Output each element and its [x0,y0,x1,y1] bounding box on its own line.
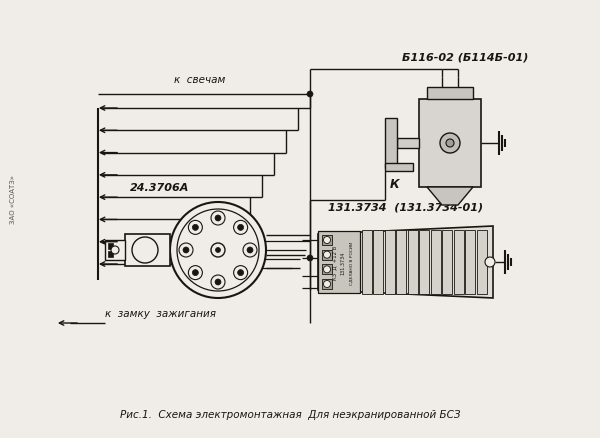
Bar [408,230,418,294]
Circle shape [323,266,331,273]
Circle shape [188,221,202,235]
Bar [454,230,464,294]
Text: Рис.1.  Схема электромонтажная  Для неэкранированной БСЗ: Рис.1. Схема электромонтажная Для неэкра… [120,409,460,419]
Bar [419,230,429,294]
Text: 131.3734  (131.3734-01): 131.3734 (131.3734-01) [328,202,483,212]
Circle shape [233,266,248,280]
Text: Б116-02 (Б114Б-01): Б116-02 (Б114Б-01) [402,52,528,62]
Bar [125,234,170,266]
Circle shape [323,281,331,288]
Text: СДЕЛАНО В РОСИИ: СДЕЛАНО В РОСИИ [349,241,353,284]
Circle shape [446,140,454,148]
Bar [397,139,419,148]
Bar [427,88,473,100]
Circle shape [211,276,225,290]
Circle shape [247,247,253,254]
Bar [322,265,332,275]
Circle shape [238,225,244,231]
Text: КЗ  Д  +12 В: КЗ Д +12 В [332,245,338,279]
Polygon shape [318,226,493,298]
Bar [373,230,383,294]
Circle shape [243,244,257,258]
Text: к  свечам: к свечам [175,75,226,85]
Bar [385,164,413,172]
Circle shape [193,225,199,231]
Bar [442,230,452,294]
Bar [362,230,372,294]
Circle shape [233,221,248,235]
Bar [105,240,125,261]
Bar [431,230,440,294]
Circle shape [211,244,225,258]
Circle shape [188,266,202,280]
Bar [318,231,360,293]
Circle shape [132,237,158,263]
Bar [419,100,481,187]
Circle shape [323,251,331,258]
Circle shape [183,247,189,254]
Circle shape [307,92,313,98]
Text: К: К [390,177,400,190]
Bar [322,250,332,260]
Circle shape [215,279,221,285]
Circle shape [238,270,244,276]
Circle shape [215,215,221,222]
Bar [385,119,397,169]
Bar [465,230,475,294]
Text: к  замку  зажигания: к замку зажигания [104,308,215,318]
Circle shape [215,248,221,253]
Bar [108,244,113,249]
Text: 24.3706А: 24.3706А [130,183,190,193]
Text: 131.3734: 131.3734 [341,251,346,274]
Circle shape [193,270,199,276]
Bar [397,230,406,294]
Circle shape [111,247,119,254]
Text: ЗАО «СОАТЗ»: ЗАО «СОАТЗ» [10,174,16,223]
Bar [476,230,487,294]
Polygon shape [427,187,473,205]
Circle shape [485,258,495,267]
Circle shape [323,237,331,244]
Circle shape [307,255,313,261]
Bar [322,236,332,245]
Circle shape [179,244,193,258]
Circle shape [177,209,259,291]
Bar [322,279,332,290]
Bar [385,230,395,294]
Circle shape [211,212,225,226]
Circle shape [440,134,460,154]
Bar [108,251,113,258]
Circle shape [170,202,266,298]
